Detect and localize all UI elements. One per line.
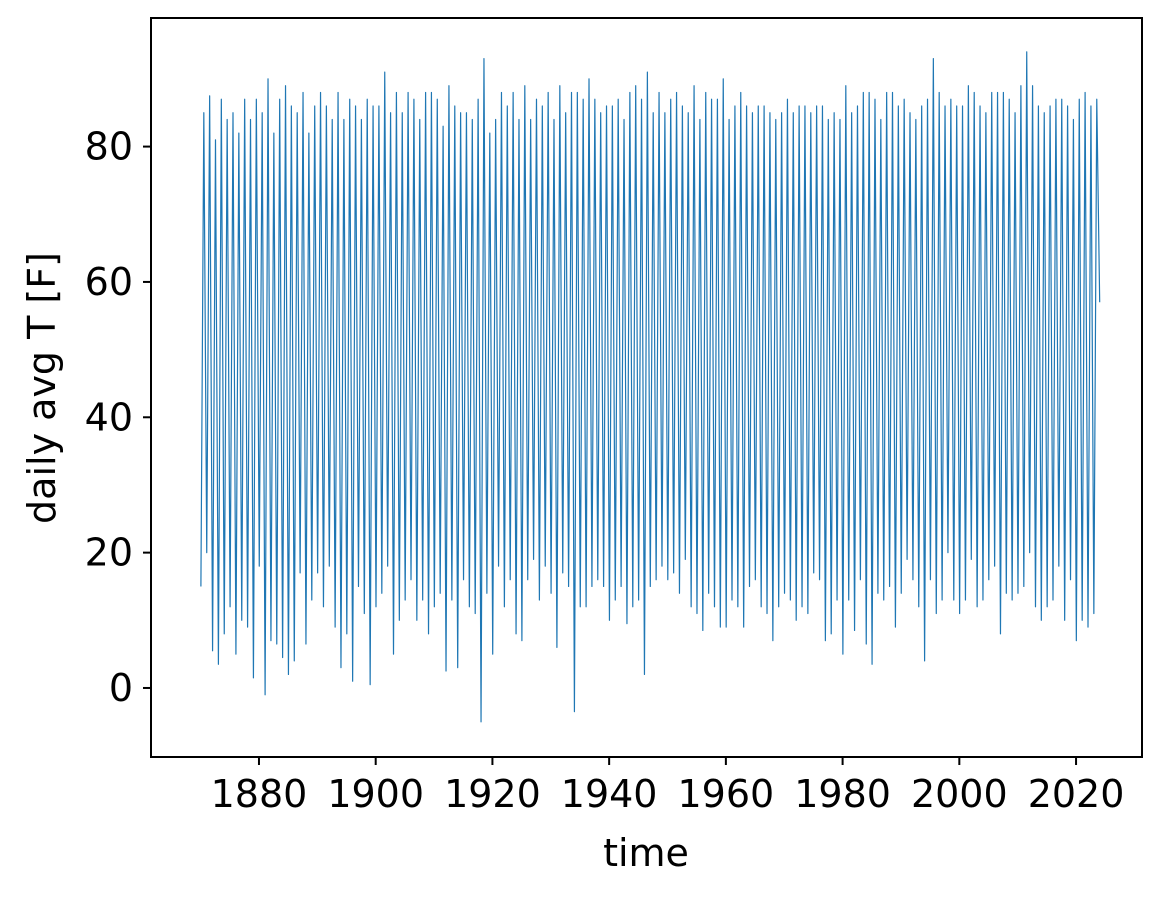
x-tick-label: 1960 (678, 772, 775, 816)
x-tick-label: 1980 (794, 772, 891, 816)
y-axis-label: daily avg T [F] (20, 252, 64, 524)
x-tick-label: 1940 (561, 772, 658, 816)
x-axis-label: time (603, 831, 689, 875)
data-line (200, 51, 1101, 723)
x-tick-label: 2000 (911, 772, 1008, 816)
y-tick-label: 80 (85, 125, 133, 169)
x-tick-label: 2020 (1028, 772, 1125, 816)
x-tick-label: 1900 (327, 772, 424, 816)
y-tick-label: 60 (85, 260, 133, 304)
x-tick-label: 1880 (211, 772, 308, 816)
plot-frame (150, 17, 1143, 758)
y-tick-label: 20 (85, 531, 133, 575)
x-tick-label: 1920 (444, 772, 541, 816)
y-tick-label: 0 (109, 666, 133, 710)
y-tick-label: 40 (85, 395, 133, 439)
